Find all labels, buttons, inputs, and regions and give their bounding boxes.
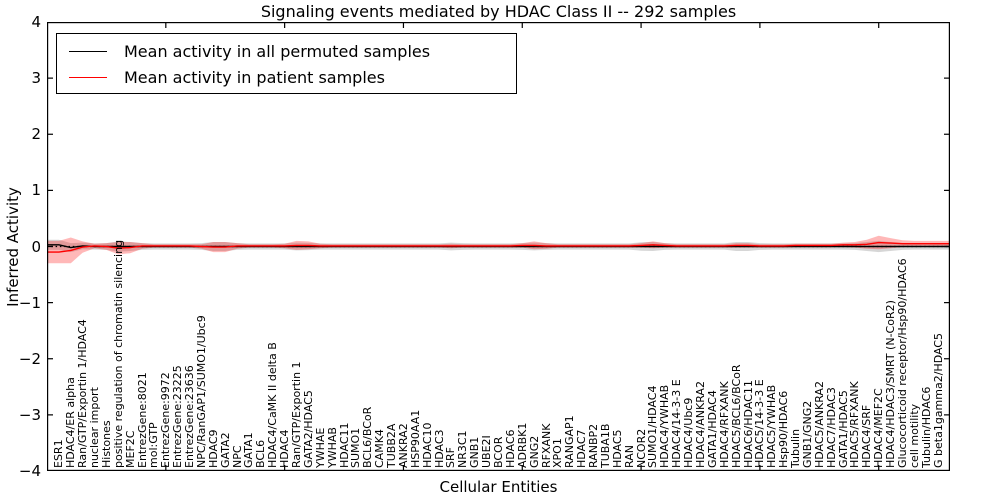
x-tick-label: GNB1/GNG2 bbox=[800, 400, 814, 468]
x-tick-label: EntrezGene:8021 bbox=[135, 372, 149, 468]
x-tick-label: GATA2/HDAC5 bbox=[301, 390, 315, 468]
x-tick-label: NPC/RanGAP1/SUMO1/Ubc9 bbox=[194, 315, 208, 468]
x-tick-label: RFXANK bbox=[539, 423, 553, 468]
patient-mean-line bbox=[47, 241, 950, 253]
x-tick-label: HDAC7 bbox=[575, 429, 589, 468]
x-tick-label: SRF bbox=[444, 447, 458, 468]
chart-canvas bbox=[47, 22, 950, 471]
x-tick-label: NCOR2 bbox=[634, 428, 648, 468]
x-tick-label: ANKRA2 bbox=[396, 423, 410, 468]
x-tick-label: GNB1 bbox=[468, 436, 482, 468]
axes-frame bbox=[47, 22, 950, 471]
x-tick-label: Histones bbox=[99, 420, 113, 468]
y-tick-label: 4 bbox=[31, 13, 41, 31]
x-tick-label: Ran/GTP/Exportin 1 bbox=[290, 361, 303, 468]
x-tick-label: HDAC4/HDAC3/SMRT (N-CoR2) bbox=[884, 300, 898, 468]
x-tick-label: EntrezGene:9972 bbox=[159, 372, 173, 468]
x-tick-label: HDAC9 bbox=[206, 429, 220, 468]
plot-area bbox=[47, 22, 950, 471]
x-tick-label: positive regulation of chromatin silenci… bbox=[111, 239, 125, 468]
y-tick-label: −1 bbox=[18, 293, 41, 312]
x-tick-label: RAN bbox=[622, 445, 636, 468]
x-tick-label: SUMO1/HDAC4 bbox=[646, 385, 660, 468]
x-tick-label: mol:GTP bbox=[147, 422, 161, 468]
y-tick-label: 1 bbox=[31, 181, 41, 200]
x-tick-label: Glucocorticoid receptor/Hsp90/HDAC6 bbox=[895, 258, 909, 468]
x-tick-label: Tubulin bbox=[789, 428, 803, 468]
x-tick-label: HDAC4/Ubc9 bbox=[682, 397, 696, 468]
x-tick-label: HDAC5/ANKRA2 bbox=[812, 381, 826, 468]
x-tick-label: Ran/GTP/Exportin 1/HDAC4 bbox=[76, 319, 90, 468]
x-tick-label: YWHAB bbox=[325, 427, 339, 468]
x-tick-label: EntrezGene:23636 bbox=[183, 365, 197, 468]
x-tick-label: HDAC4/RFXANK bbox=[717, 381, 731, 468]
legend-item-patient: Mean activity in patient samples bbox=[69, 64, 516, 90]
x-tick-label: ADRBK1 bbox=[515, 422, 529, 468]
x-tick-label: cell motility bbox=[907, 403, 921, 468]
x-tick-label: SUMO1 bbox=[349, 427, 363, 468]
x-tick-label: GNG2 bbox=[527, 435, 541, 468]
x-tick-label: BCL6 bbox=[254, 439, 268, 468]
legend-item-permuted: Mean activity in all permuted samples bbox=[69, 38, 516, 64]
y-tick-label: −2 bbox=[18, 349, 41, 368]
patient-line-sample bbox=[69, 76, 107, 78]
x-tick-label: HDAC3 bbox=[432, 429, 446, 468]
x-tick-label: HDAC6 bbox=[503, 429, 517, 468]
x-tick-label: GATA1 bbox=[242, 432, 256, 468]
x-tick-label: ESR1 bbox=[52, 439, 66, 468]
x-tick-label: GATA2 bbox=[218, 432, 232, 468]
x-tick-label: HDAC5/BCL6/BCoR bbox=[729, 364, 743, 468]
x-tick-label: NPC bbox=[230, 445, 244, 468]
legend-label-permuted: Mean activity in all permuted samples bbox=[124, 41, 431, 61]
x-tick-label: TUBB2A bbox=[385, 423, 399, 468]
permuted-line-sample bbox=[69, 50, 107, 52]
x-tick-label: GATA1/HDAC5 bbox=[836, 390, 850, 468]
x-tick-label: nuclear import bbox=[88, 387, 102, 468]
patient-band bbox=[47, 235, 950, 264]
x-tick-label: RANBP2 bbox=[587, 423, 601, 468]
x-tick-label: Hsp90/HDAC6 bbox=[777, 390, 791, 468]
x-tick-label: HDAC5/RFXANK bbox=[848, 381, 862, 468]
x-tick-label: HDAC11 bbox=[337, 422, 351, 468]
y-tick-label: 3 bbox=[31, 69, 41, 88]
x-tick-label: BCL6/BCoR bbox=[361, 406, 375, 468]
legend: Mean activity in all permuted samples Me… bbox=[56, 33, 517, 94]
x-tick-label: HDAC4/YWHAB bbox=[658, 384, 672, 468]
x-tick-label: HDAC4/CaMK II delta B bbox=[266, 342, 280, 468]
x-tick-label: UBE2I bbox=[480, 435, 494, 468]
x-tick-label: HDAC6/HDAC11 bbox=[741, 380, 755, 468]
x-tick-label: HSP90AA1 bbox=[408, 409, 422, 468]
x-tick-label: HDAC4/MEF2C bbox=[872, 388, 886, 468]
x-tick-label: HDAC4/ANKRA2 bbox=[693, 381, 707, 468]
x-tick-label: HDAC4/SRF bbox=[860, 404, 874, 468]
y-tick-label: −3 bbox=[18, 405, 41, 424]
chart-title: Signaling events mediated by HDAC Class … bbox=[260, 2, 737, 21]
x-tick-label: NR3C1 bbox=[456, 430, 470, 468]
x-tick-label: BCOR bbox=[492, 436, 505, 468]
x-tick-label: TUBA1B bbox=[598, 423, 612, 468]
x-tick-label: CAMK4 bbox=[373, 429, 387, 468]
x-tick-label: HDAC5 bbox=[610, 429, 624, 468]
x-axis-label: Cellular Entities bbox=[439, 478, 558, 496]
x-tick-label: G beta1gamma2/HDAC5 bbox=[931, 333, 945, 468]
x-tick-label: HDAC4/ER alpha bbox=[64, 377, 78, 468]
x-tick-label: HDAC10 bbox=[420, 422, 434, 468]
legend-label-patient: Mean activity in patient samples bbox=[124, 67, 385, 87]
x-tick-label: HDAC4/14-3-3 E bbox=[670, 379, 684, 468]
x-tick-label: HDAC5/YWHAB bbox=[765, 384, 779, 468]
x-tick-label: HDAC5/14-3-3 E bbox=[753, 379, 767, 468]
x-tick-label: GATA1/HDAC4 bbox=[705, 390, 719, 468]
y-tick-label: −4 bbox=[18, 462, 41, 480]
x-tick-label: RANGAP1 bbox=[563, 415, 577, 468]
y-tick-label: 0 bbox=[31, 237, 41, 256]
x-tick-label: HDAC7/HDAC3 bbox=[824, 387, 838, 468]
x-tick-label: XPO1 bbox=[551, 438, 565, 468]
x-tick-label: HDAC4 bbox=[278, 429, 292, 468]
x-tick-label: YWHAE bbox=[313, 427, 327, 468]
y-tick-label: 2 bbox=[31, 125, 41, 144]
x-tick-label: Tubulin/HDAC6 bbox=[919, 386, 933, 468]
x-tick-label: EntrezGene:23225 bbox=[171, 365, 185, 468]
x-tick-label: MEF2C bbox=[123, 430, 137, 468]
